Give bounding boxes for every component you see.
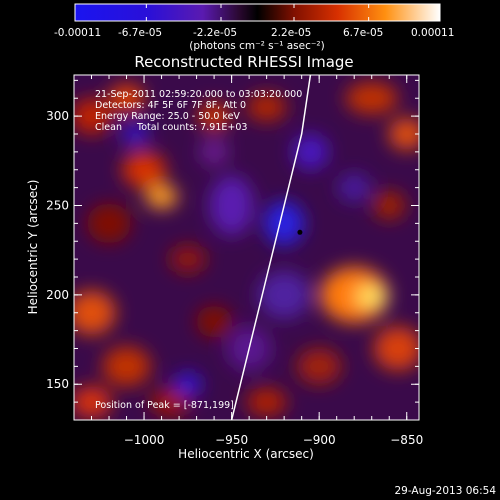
annotation-clean-counts: Clean Total counts: 7.91E+03 (95, 122, 247, 133)
colorbar-unit-label: (photons cm⁻² s⁻¹ asec⁻²) (189, 40, 324, 52)
plot-frame (73, 74, 420, 421)
x-tick-label: −900 (303, 433, 336, 447)
y-tick-label: 300 (46, 109, 69, 123)
y-tick-label: 150 (46, 377, 69, 391)
colorbar-tick-label-3: 2.2e-05 (271, 27, 311, 39)
heatmap-image (74, 82, 419, 419)
colorbar-tick-label-0: -0.00011 (54, 27, 101, 39)
x-tick-label: −1000 (124, 433, 165, 447)
chart-title: Reconstructed RHESSI Image (134, 53, 353, 71)
colorbar-ticks (74, 4, 441, 21)
y-axis-title: Heliocentric Y (arcsec) (26, 180, 40, 315)
footer-timestamp: 29-Aug-2013 06:54 (394, 485, 496, 497)
annotation-time-range: 21-Sep-2011 02:59:20.000 to 03:03:20.000 (95, 89, 302, 100)
annotation-detectors: Detectors: 4F 5F 6F 7F 8F, Att 0 (95, 100, 246, 111)
colorbar-tick-label-2: -2.2e-05 (193, 27, 237, 39)
peak-marker (297, 229, 303, 235)
y-tick-label: 200 (46, 288, 69, 302)
colorbar-tick-label-4: 6.7e-05 (343, 27, 383, 39)
annotation-energy-range: Energy Range: 25.0 - 50.0 keV (95, 111, 240, 122)
colorbar (74, 3, 441, 22)
x-axis-title: Heliocentric X (arcsec) (178, 447, 314, 461)
colorbar-tick-label-5: 0.00011 (411, 27, 454, 39)
solar-limb-line (230, 75, 312, 420)
peak-position-label: Position of Peak = [-871,199] (95, 400, 234, 411)
x-tick-label: −850 (390, 433, 423, 447)
axis-ticks (73, 75, 419, 421)
x-tick-label: −950 (215, 433, 248, 447)
y-tick-label: 250 (46, 198, 69, 212)
colorbar-tick-label-1: -6.7e-05 (118, 27, 162, 39)
